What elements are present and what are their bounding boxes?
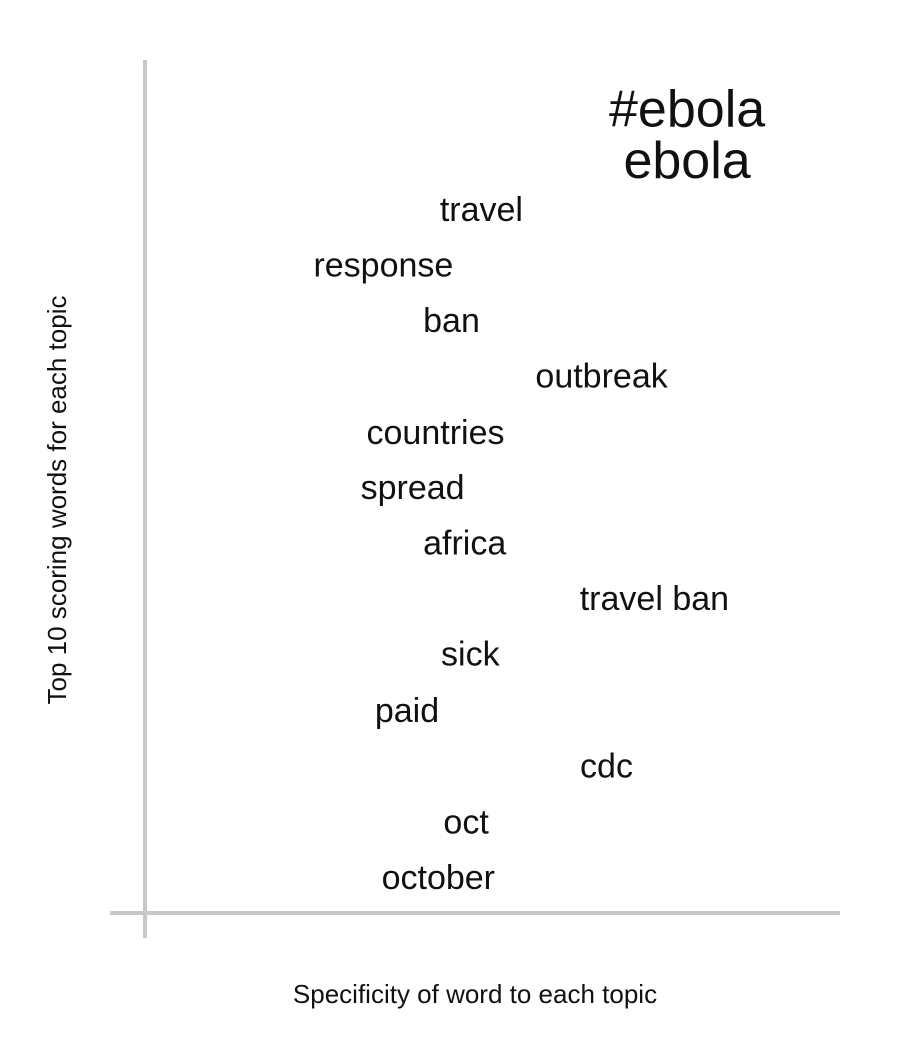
word-label: sick — [441, 636, 501, 674]
x-axis-label: Specificity of word to each topic — [293, 979, 657, 1009]
word-label: response — [313, 247, 453, 285]
y-axis-label: Top 10 scoring words for each topic — [42, 296, 72, 705]
word-label: travel — [440, 191, 523, 229]
word-label: outbreak — [535, 358, 668, 396]
word-label: ban — [423, 302, 480, 340]
word-label: spread — [361, 469, 465, 507]
word-label: oct — [443, 804, 489, 842]
word-label: october — [382, 859, 495, 897]
word-label: travel ban — [580, 580, 729, 618]
word-label: #ebola — [609, 81, 765, 139]
word-label: cdc — [580, 747, 633, 785]
word-label: paid — [375, 692, 439, 730]
word-label: ebola — [623, 132, 750, 190]
word-label: africa — [423, 525, 506, 563]
word-label: countries — [367, 414, 505, 452]
